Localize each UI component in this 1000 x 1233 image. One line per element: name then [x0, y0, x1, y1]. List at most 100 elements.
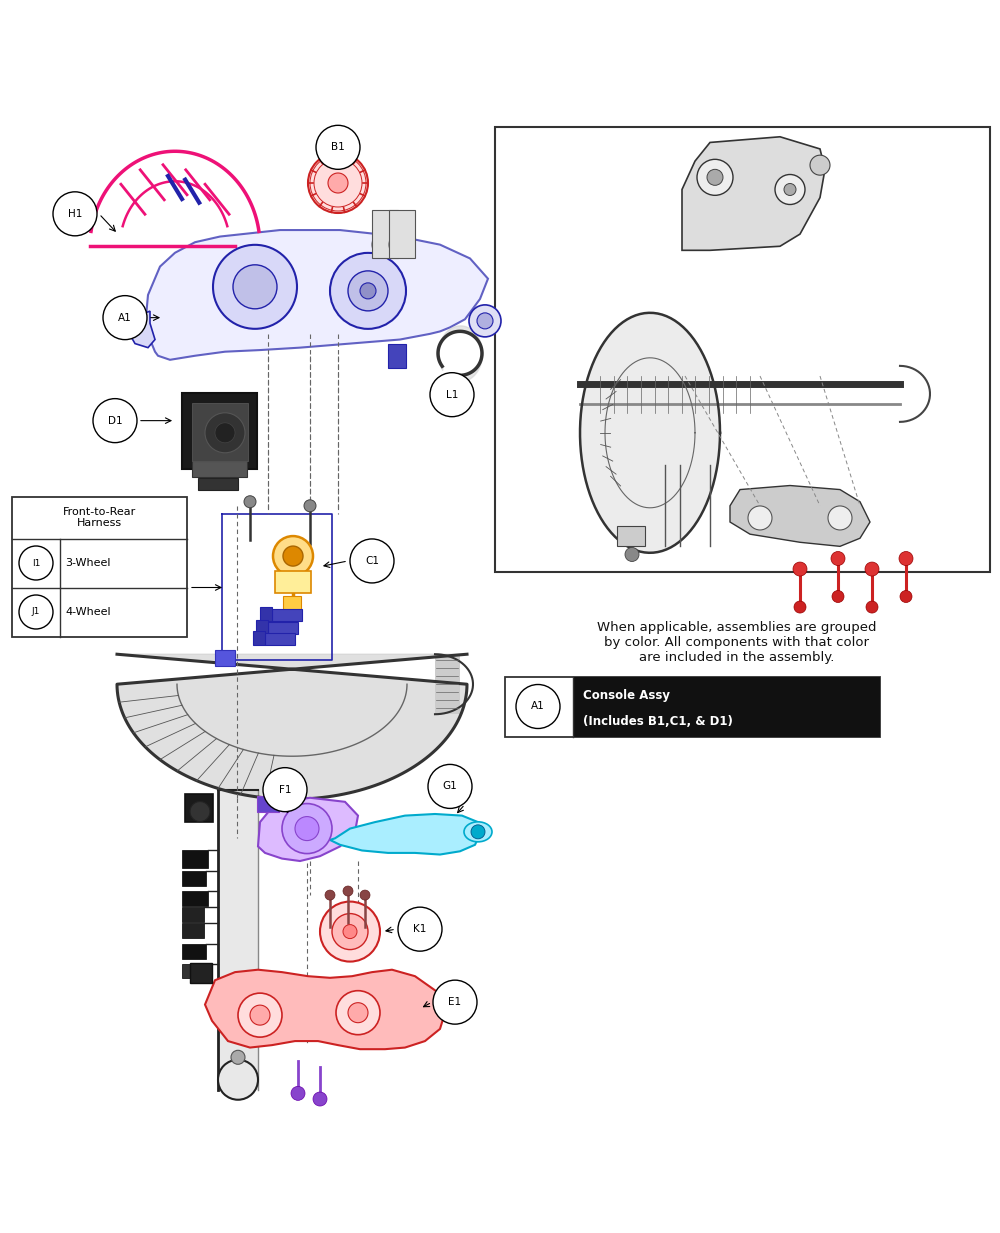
Text: B1: B1	[331, 142, 345, 153]
Circle shape	[471, 825, 485, 838]
Text: G1: G1	[443, 782, 457, 792]
Circle shape	[313, 1092, 327, 1106]
Polygon shape	[145, 231, 488, 360]
Circle shape	[295, 816, 319, 841]
Text: K1: K1	[413, 925, 427, 935]
Circle shape	[320, 901, 380, 962]
Bar	[257, 797, 279, 813]
Bar	[272, 609, 302, 621]
Circle shape	[330, 253, 406, 329]
Bar	[256, 620, 268, 634]
Circle shape	[282, 804, 332, 853]
Circle shape	[433, 980, 477, 1025]
Bar	[218, 789, 258, 1090]
Polygon shape	[580, 313, 720, 552]
Text: 4-Wheel: 4-Wheel	[65, 607, 111, 616]
Circle shape	[900, 591, 912, 603]
Circle shape	[516, 684, 560, 729]
Circle shape	[244, 496, 256, 508]
Bar	[190, 963, 212, 983]
Bar	[573, 677, 880, 736]
Bar	[372, 211, 398, 259]
Circle shape	[832, 591, 844, 603]
Text: C1: C1	[365, 556, 379, 566]
Bar	[505, 677, 880, 736]
Circle shape	[19, 596, 53, 629]
Circle shape	[748, 506, 772, 530]
Bar	[182, 393, 257, 470]
Text: A1: A1	[118, 313, 132, 323]
Bar	[388, 344, 406, 367]
Circle shape	[428, 764, 472, 809]
Bar	[182, 924, 204, 938]
Circle shape	[231, 1051, 245, 1064]
Ellipse shape	[464, 822, 492, 842]
Bar	[435, 655, 460, 714]
Bar	[182, 964, 202, 978]
Circle shape	[430, 372, 474, 417]
Circle shape	[831, 551, 845, 566]
Circle shape	[231, 1001, 245, 1016]
Bar	[192, 403, 248, 461]
Text: A1: A1	[531, 702, 545, 711]
Circle shape	[238, 993, 282, 1037]
Circle shape	[793, 562, 807, 576]
Circle shape	[250, 1005, 270, 1025]
Circle shape	[205, 413, 245, 453]
Polygon shape	[330, 814, 480, 854]
Circle shape	[93, 398, 137, 443]
Circle shape	[316, 126, 360, 169]
Circle shape	[103, 296, 147, 339]
Circle shape	[263, 768, 307, 811]
Text: J1: J1	[32, 608, 40, 616]
Circle shape	[865, 562, 879, 576]
Bar	[198, 477, 238, 490]
Circle shape	[389, 232, 415, 258]
Text: (Includes B1,C1, & D1): (Includes B1,C1, & D1)	[583, 715, 733, 727]
Text: Front-to-Rear
Harness: Front-to-Rear Harness	[63, 507, 136, 528]
Polygon shape	[128, 311, 155, 348]
Circle shape	[325, 890, 335, 900]
Circle shape	[332, 914, 368, 949]
Circle shape	[360, 890, 370, 900]
Circle shape	[477, 313, 493, 329]
Bar	[12, 497, 187, 636]
Circle shape	[775, 175, 805, 205]
Text: Console Assy: Console Assy	[583, 689, 670, 703]
Polygon shape	[205, 969, 445, 1049]
Bar	[389, 211, 415, 259]
Circle shape	[350, 539, 394, 583]
Circle shape	[213, 245, 297, 329]
Text: D1: D1	[108, 416, 122, 425]
Circle shape	[784, 184, 796, 196]
Circle shape	[328, 173, 348, 194]
Circle shape	[343, 925, 357, 938]
Circle shape	[810, 155, 830, 175]
Circle shape	[794, 600, 806, 613]
Circle shape	[304, 499, 316, 512]
Circle shape	[336, 990, 380, 1034]
Text: I1: I1	[32, 559, 40, 567]
Circle shape	[469, 305, 501, 337]
Circle shape	[190, 801, 210, 821]
Circle shape	[218, 1059, 258, 1100]
Bar	[182, 891, 208, 906]
Text: F1: F1	[279, 784, 291, 794]
Bar	[495, 127, 990, 572]
Circle shape	[697, 159, 733, 195]
Text: E1: E1	[448, 997, 462, 1007]
Text: 3-Wheel: 3-Wheel	[65, 559, 110, 568]
Text: When applicable, assemblies are grouped
by color. All components with that color: When applicable, assemblies are grouped …	[597, 621, 877, 663]
Polygon shape	[117, 655, 467, 799]
Circle shape	[866, 600, 878, 613]
Bar	[182, 870, 206, 885]
Circle shape	[19, 546, 53, 580]
Bar	[182, 851, 208, 868]
Polygon shape	[258, 798, 358, 861]
Circle shape	[53, 192, 97, 236]
Bar	[185, 794, 213, 822]
Bar	[617, 526, 645, 546]
Polygon shape	[682, 137, 825, 250]
Circle shape	[348, 1002, 368, 1022]
Circle shape	[291, 1086, 305, 1100]
